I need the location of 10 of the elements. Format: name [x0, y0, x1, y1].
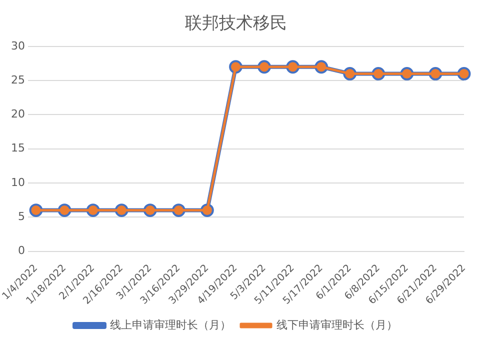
y-tick-label: 5 [18, 210, 25, 223]
chart-title: 联邦技术移民 [185, 14, 287, 34]
y-tick-label: 30 [10, 39, 25, 52]
y-tick-label: 25 [10, 73, 25, 86]
legend-label: 线上申请审理时长（月） [110, 318, 231, 332]
y-tick-label: 0 [18, 244, 25, 258]
y-tick-label: 10 [10, 176, 25, 189]
legend-label: 线下申请审理时长（月） [276, 318, 398, 332]
y-tick-label: 15 [10, 142, 25, 155]
y-tick-label: 20 [10, 108, 25, 121]
